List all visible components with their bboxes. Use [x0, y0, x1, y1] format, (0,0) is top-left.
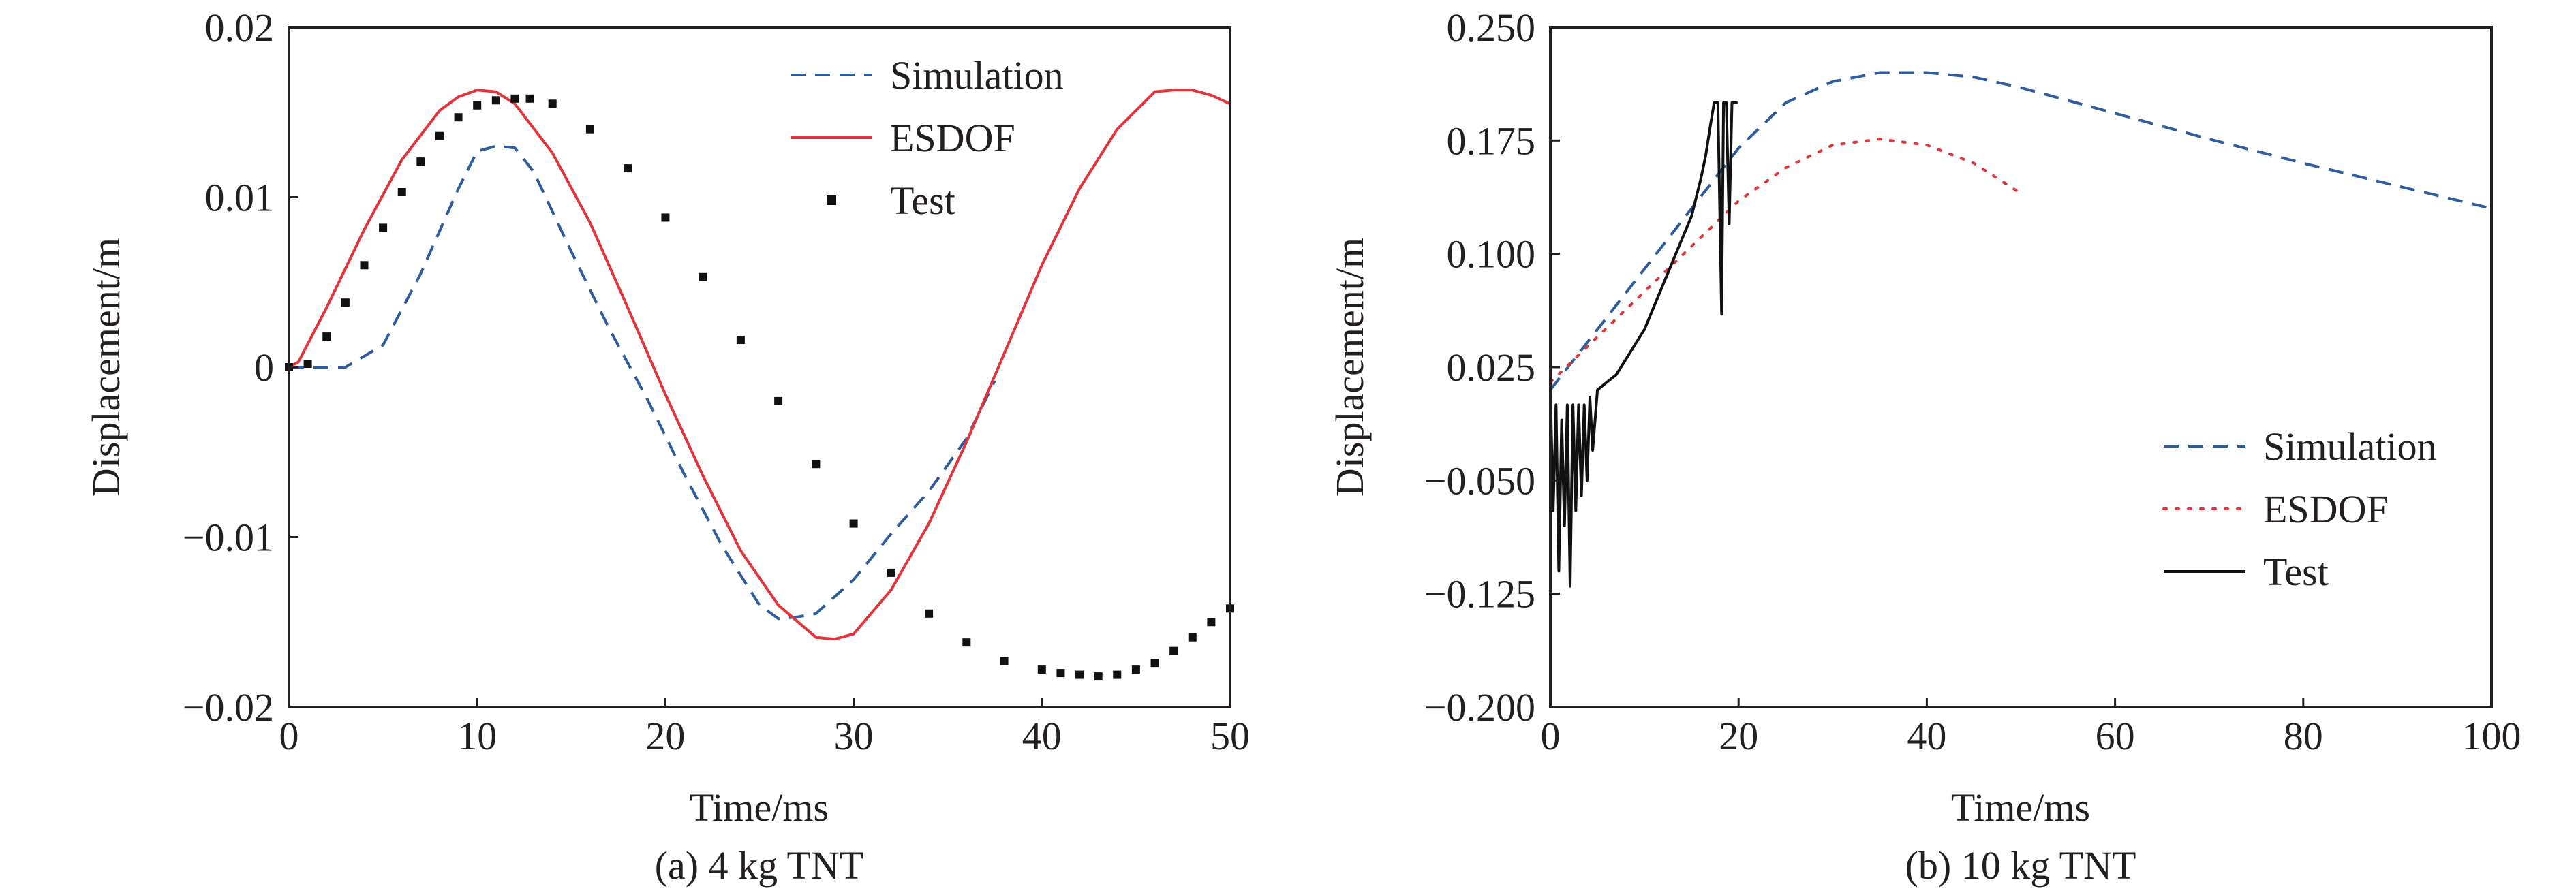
panel-b-legend-label-esdof: ESDOF [2263, 487, 2389, 531]
panel-b-y-tick-label: −0.200 [1424, 685, 1535, 730]
panel-a-y-tick-label: −0.01 [183, 516, 274, 560]
panel-a-series-test-point [379, 223, 388, 232]
panel-b-legend-label-test: Test [2263, 550, 2329, 594]
panel-b-legend: Simulation ESDOF Test [2162, 424, 2437, 594]
panel-a-x-axis-label: Time/ms [690, 785, 829, 830]
panel-a-x-tick-label: 20 [645, 714, 685, 758]
panel-a-series-test-point [525, 94, 534, 103]
panel-b-y-tick-label: −0.050 [1424, 458, 1535, 503]
panel-a-series-test-point [303, 360, 312, 369]
panel-a-y-tick-label: −0.02 [183, 685, 274, 730]
panel-b-x-axis-label: Time/ms [1951, 785, 2090, 830]
panel-b-y-tick-label: 0.025 [1447, 345, 1536, 390]
panel-a-series-esdof-line [288, 89, 1231, 641]
panel-a-series-test-point [510, 94, 519, 103]
panel-b-y-axis-label: Displacement/m [1328, 238, 1372, 497]
panel-a-series-test-point [397, 188, 406, 197]
panel-a-series-test-point [491, 96, 500, 105]
panel-a-series-test-point [1188, 633, 1197, 642]
panel-a-series-test-point [1000, 657, 1009, 665]
panel-b-caption: (b) 10 kg TNT [1905, 843, 2136, 888]
panel-a-ticks: 0 10 20 30 40 50 −0.02 −0.01 0 0.01 0.02 [183, 5, 1250, 758]
panel-a-series-test-point [1131, 665, 1140, 674]
panel-a-series-test-point [887, 568, 895, 577]
panel-a-series-test-point [1094, 672, 1103, 681]
panel-a-series-test-point [341, 298, 350, 307]
panel-a-legend-label-test: Test [890, 178, 955, 223]
panel-a-series-test-point [435, 131, 444, 140]
panel-b-y-tick-label: 0.250 [1447, 5, 1536, 50]
panel-a-chart: 0 10 20 30 40 50 −0.02 −0.01 0 0.01 0.02 Simulatio… [84, 5, 1250, 888]
panel-b-legend-label-simulation: Simulation [2263, 424, 2437, 469]
panel-a-series-test-point [925, 609, 934, 618]
panel-a-legend-swatch-test [827, 195, 836, 205]
panel-b-y-tick-label: 0.100 [1447, 232, 1536, 277]
panel-a-series-test-point [548, 99, 557, 108]
panel-b-series-esdof-line [1549, 138, 2023, 384]
panel-a-series-test-point [1113, 670, 1122, 679]
panel-a-series-test-point [1037, 665, 1046, 674]
panel-a-plot-frame [288, 26, 1231, 708]
panel-a-x-tick-label: 30 [834, 714, 874, 758]
panel-a-series-test-point [473, 101, 482, 110]
panel-a-x-tick-label: 0 [279, 714, 299, 758]
panel-a-series-test-point [624, 164, 632, 173]
panel-a-series-simulation-line [289, 144, 996, 621]
panel-a-series-test-point [736, 336, 745, 345]
panel-a-legend-label-esdof: ESDOF [890, 116, 1015, 160]
panel-b-chart: 0 20 40 60 80 100 −0.200 −0.125 −0.050 0.025 0.100… [1328, 5, 2521, 888]
panel-a-series-test-point [1150, 659, 1159, 668]
panel-a-series-test-point [812, 460, 821, 469]
panel-a-x-tick-label: 10 [457, 714, 497, 758]
panel-a-series-test-point [416, 157, 425, 166]
panel-a-plot-marks [285, 89, 1234, 681]
panel-a-series-test-point [661, 213, 670, 222]
panel-a-legend: Simulation ESDOF Test [791, 53, 1064, 223]
panel-b-plot-frame [1549, 26, 2493, 708]
panel-a-series-test-point [774, 396, 783, 405]
panel-a-series-test-point [322, 332, 331, 341]
panel-a-legend-label-simulation: Simulation [890, 53, 1064, 97]
panel-a-y-tick-label: 0.01 [205, 176, 275, 220]
panel-b-x-tick-label: 60 [2096, 714, 2135, 758]
panel-a-series-test-point [454, 113, 463, 122]
panel-b-y-tick-label: −0.125 [1424, 572, 1535, 616]
panel-b-x-tick-label: 20 [1719, 714, 1758, 758]
panel-b-series-test-line [1549, 101, 1738, 588]
panel-a-series-test-point [585, 125, 594, 134]
panel-b-plot-marks [1549, 71, 2492, 588]
panel-b-y-tick-label: 0.175 [1447, 119, 1536, 163]
panel-b-x-tick-label: 40 [1907, 714, 1946, 758]
panel-a-caption: (a) 4 kg TNT [655, 843, 864, 888]
panel-a-x-tick-label: 50 [1210, 714, 1250, 758]
panel-a-series-test-point [1075, 670, 1084, 679]
panel-a-series-test-point [962, 638, 971, 647]
panel-a-series-test-point [699, 272, 707, 281]
panel-b-ticks: 0 20 40 60 80 100 −0.200 −0.125 −0.050 0.025 0.100… [1424, 5, 2521, 758]
panel-a-series-test-point [849, 519, 858, 528]
panel-b-series-simulation-line [1549, 71, 2492, 391]
panel-a-x-tick-label: 40 [1022, 714, 1062, 758]
panel-b-x-tick-label: 80 [2284, 714, 2323, 758]
panel-a-y-tick-label: 0 [254, 345, 274, 390]
panel-a-series-test-point [1056, 669, 1065, 678]
panel-a-y-tick-label: 0.02 [205, 5, 275, 50]
panel-b-x-tick-label: 100 [2462, 714, 2521, 758]
panel-a-y-axis-label: Displacement/m [84, 238, 128, 497]
panel-a-series-test-point [360, 261, 369, 270]
panel-b-x-tick-label: 0 [1541, 714, 1561, 758]
panel-a-series-test [285, 94, 1234, 681]
panel-a-series-test-point [1207, 618, 1216, 627]
panel-a-series-test-point [1169, 646, 1178, 655]
